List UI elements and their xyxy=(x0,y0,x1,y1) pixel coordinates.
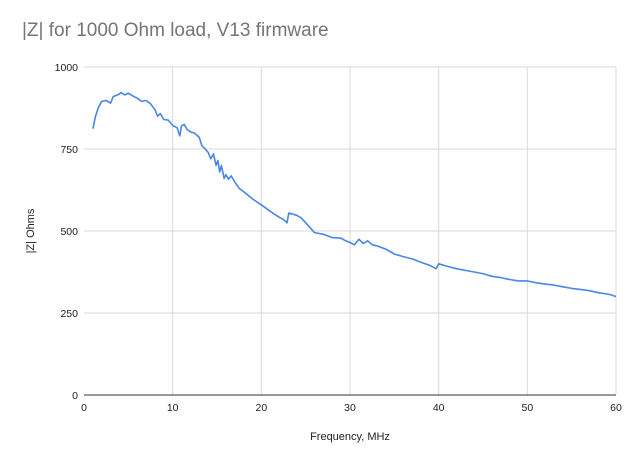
x-tick-label: 60 xyxy=(610,402,622,414)
x-tick-label: 30 xyxy=(344,402,356,414)
gridlines xyxy=(84,66,617,395)
x-tick-label: 0 xyxy=(81,402,87,414)
y-tick-label: 250 xyxy=(60,308,78,320)
y-tick-label: 750 xyxy=(60,144,78,156)
x-tick-label: 10 xyxy=(167,402,179,414)
x-axis-label: Frequency, MHz xyxy=(310,431,390,443)
y-tick-labels: 0 250 500 750 1000 xyxy=(55,62,79,402)
y-axis-label: |Z| Ohms xyxy=(25,208,37,253)
x-tick-label: 20 xyxy=(255,402,267,414)
x-tick-labels: 0 10 20 30 40 50 60 xyxy=(81,402,622,414)
y-tick-label: 0 xyxy=(72,390,78,402)
x-tick-label: 40 xyxy=(433,402,445,414)
y-tick-label: 1000 xyxy=(55,62,79,74)
x-tick-label: 50 xyxy=(521,402,533,414)
chart-title: |Z| for 1000 Ohm load, V13 firmware xyxy=(22,20,329,41)
series-line xyxy=(92,91,617,298)
y-tick-label: 500 xyxy=(60,226,78,238)
